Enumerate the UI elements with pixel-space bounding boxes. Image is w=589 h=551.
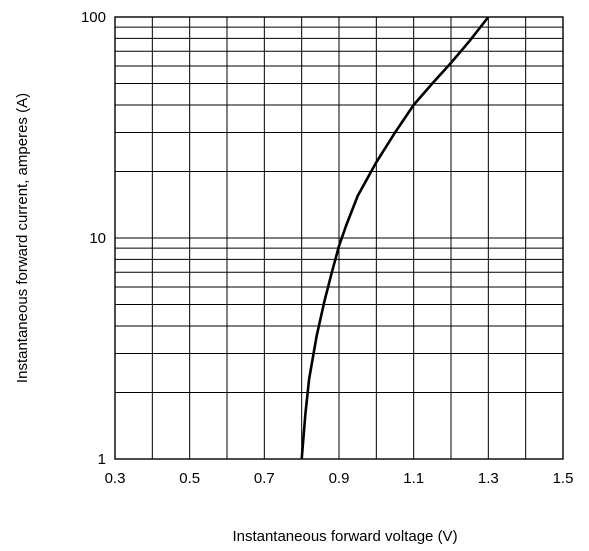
y-axis-ticks: 1 10 100 — [81, 9, 106, 468]
y-axis-label: Instantaneous forward current, amperes (… — [14, 93, 31, 383]
x-tick-label: 0.5 — [179, 470, 200, 487]
grid — [115, 17, 563, 459]
x-tick-label: 1.3 — [478, 470, 499, 487]
y-tick-label: 1 — [98, 451, 106, 468]
x-tick-label: 0.3 — [105, 470, 126, 487]
x-tick-label: 0.7 — [254, 470, 275, 487]
x-axis-label: Instantaneous forward voltage (V) — [232, 528, 457, 545]
y-tick-label: 10 — [89, 230, 106, 247]
x-tick-label: 1.5 — [553, 470, 574, 487]
y-tick-label: 100 — [81, 9, 106, 26]
x-tick-label: 1.1 — [403, 470, 424, 487]
x-axis-ticks: 0.3 0.5 0.7 0.9 1.1 1.3 1.5 — [105, 470, 574, 487]
x-tick-label: 0.9 — [329, 470, 350, 487]
